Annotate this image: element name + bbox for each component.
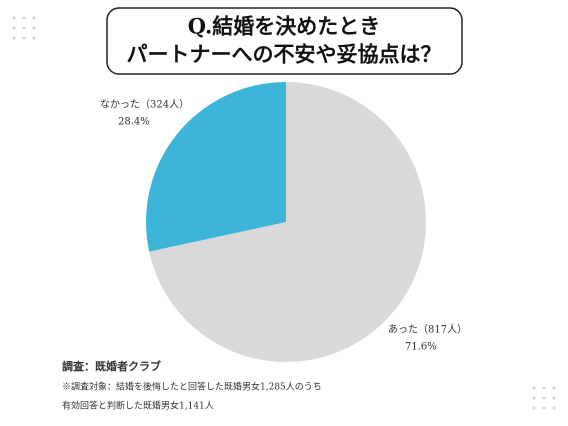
footnote: 有効回答と判断した既婚男女1,141人 — [62, 400, 214, 412]
chart-title: Q.結婚を決めたとき — [188, 14, 381, 39]
slice-label: あった（817人） — [388, 324, 467, 336]
pie-slice — [146, 82, 286, 252]
value-label: 71.6% — [405, 342, 437, 353]
slice-label: なかった（324人） — [100, 99, 189, 111]
value-label: 28.4% — [118, 117, 150, 128]
chart-title: パートナーへの不安や妥協点は？ — [127, 42, 442, 67]
pie-slice — [149, 82, 426, 362]
footnote: ※調査対象：結婚を後悔したと回答した既婚男女1,285人のうち — [62, 381, 322, 393]
decoration-dots — [12, 16, 556, 410]
title-box — [106, 7, 463, 75]
source-note: 調査：既婚者クラブ — [62, 359, 161, 373]
